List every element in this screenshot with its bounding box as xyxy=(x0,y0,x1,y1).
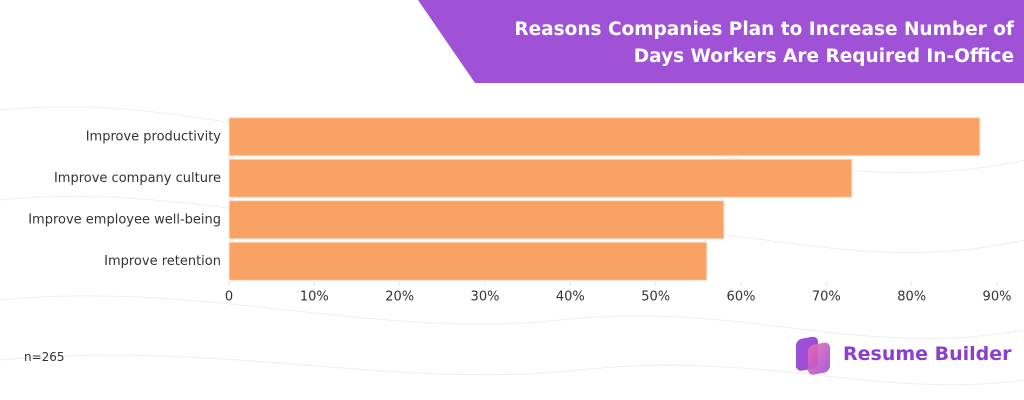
x-tick-label: 70% xyxy=(812,290,841,305)
y-tick-label: Improve company culture xyxy=(54,171,221,186)
sample-size-note: n=265 xyxy=(24,350,65,364)
bar xyxy=(228,241,708,281)
title-banner xyxy=(418,0,1024,83)
x-tick-label: 0 xyxy=(225,290,233,305)
brand-name: Resume Builder xyxy=(843,343,1012,365)
x-tick-label: 50% xyxy=(641,290,670,305)
y-tick-label: Improve retention xyxy=(104,254,221,269)
x-tick-label: 20% xyxy=(385,290,414,305)
bar xyxy=(228,117,981,157)
bar xyxy=(228,158,853,198)
x-tick-label: 30% xyxy=(471,290,500,305)
x-tick-label: 40% xyxy=(556,290,585,305)
x-tick-label: 10% xyxy=(300,290,329,305)
bar xyxy=(228,200,725,240)
y-tick-label: Improve employee well-being xyxy=(28,212,221,227)
y-tick-label: Improve productivity xyxy=(86,129,222,144)
x-tick-label: 60% xyxy=(727,290,756,305)
x-tick-label: 90% xyxy=(983,290,1012,305)
chart-title: Reasons Companies Plan to Increase Numbe… xyxy=(514,19,1014,67)
x-tick-label: 80% xyxy=(897,290,926,305)
logo-icon xyxy=(796,336,830,375)
